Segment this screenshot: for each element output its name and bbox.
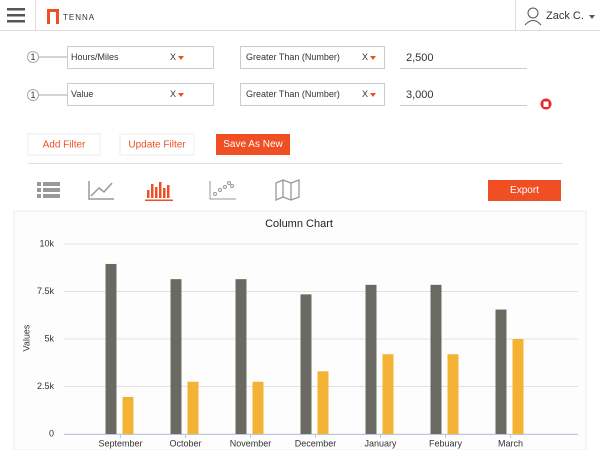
logo-icon bbox=[47, 9, 59, 24]
bar bbox=[122, 396, 134, 434]
button-label: Save As New bbox=[223, 139, 283, 150]
user-icon bbox=[524, 7, 542, 26]
caret[interactable] bbox=[178, 93, 184, 97]
button-label: Export bbox=[510, 185, 539, 196]
y-tick-label: 5k bbox=[44, 333, 54, 343]
field-select[interactable] bbox=[67, 83, 214, 106]
user-caret[interactable] bbox=[589, 15, 595, 19]
x-tick-label: October bbox=[169, 438, 201, 448]
export-button[interactable] bbox=[488, 180, 561, 201]
operator-select[interactable] bbox=[240, 83, 385, 106]
bar bbox=[235, 279, 247, 434]
caret[interactable] bbox=[370, 56, 376, 60]
header-bar bbox=[0, 0, 600, 30]
filter-row: 1 Hours/Miles X Greater Than (Number) X … bbox=[27, 46, 527, 69]
filter-row: 1 Value X Greater Than (Number) X 3,000 bbox=[27, 83, 552, 110]
scatter-view-icon[interactable] bbox=[209, 181, 236, 200]
bar bbox=[382, 354, 394, 434]
chart-title: Column Chart bbox=[265, 218, 333, 230]
filter-index: 1 bbox=[30, 52, 35, 62]
x-tick-label: November bbox=[230, 438, 272, 448]
bar bbox=[170, 279, 182, 434]
y-axis-label: Values bbox=[21, 324, 31, 351]
bar bbox=[317, 371, 329, 434]
map-view-icon[interactable] bbox=[275, 179, 300, 201]
bar bbox=[430, 284, 442, 434]
clear-button[interactable]: X bbox=[362, 52, 368, 62]
delete-button[interactable] bbox=[540, 98, 552, 110]
x-tick-label: Febuary bbox=[429, 438, 463, 448]
y-tick-label: 7.5k bbox=[37, 286, 55, 296]
chart: 0 2.5k 5k 7.5k 10k September October November De… bbox=[37, 238, 578, 448]
y-tick-label: 0 bbox=[49, 428, 54, 438]
logo-text: TENNA bbox=[63, 13, 95, 22]
line-view-icon[interactable] bbox=[88, 181, 114, 200]
filter-index: 1 bbox=[30, 90, 35, 100]
bar bbox=[365, 284, 377, 434]
column-view-icon[interactable] bbox=[145, 182, 173, 201]
x-tick-label: September bbox=[98, 438, 142, 448]
user-name[interactable]: Zack C. bbox=[546, 10, 584, 22]
save-button[interactable] bbox=[216, 134, 290, 155]
table-view-icon[interactable] bbox=[37, 182, 60, 198]
bar bbox=[300, 294, 312, 434]
update-filter-button[interactable] bbox=[119, 133, 195, 156]
add-filter-button[interactable] bbox=[27, 133, 101, 156]
field-text: Value bbox=[71, 89, 93, 99]
bar bbox=[512, 339, 524, 434]
menu-button[interactable] bbox=[7, 8, 25, 23]
operator-text: Greater Than (Number) bbox=[246, 89, 340, 99]
bar bbox=[187, 381, 199, 434]
caret[interactable] bbox=[370, 93, 376, 97]
value-input[interactable]: 2,500 bbox=[406, 52, 434, 64]
bar bbox=[447, 354, 459, 434]
button-label: Update Filter bbox=[128, 140, 186, 151]
value-input[interactable]: 3,000 bbox=[406, 89, 434, 101]
x-tick-label: January bbox=[364, 438, 397, 448]
caret[interactable] bbox=[178, 56, 184, 60]
bar bbox=[495, 309, 507, 434]
y-tick-label: 2.5k bbox=[37, 381, 55, 391]
clear-button[interactable]: X bbox=[170, 52, 176, 62]
x-tick-label: December bbox=[295, 438, 337, 448]
y-tick-label: 10k bbox=[39, 238, 54, 248]
button-label: Add Filter bbox=[43, 140, 86, 151]
bar bbox=[105, 263, 117, 434]
field-text: Hours/Miles bbox=[71, 52, 119, 62]
field-select[interactable] bbox=[67, 46, 214, 69]
operator-select[interactable] bbox=[240, 46, 385, 69]
clear-button[interactable]: X bbox=[170, 89, 176, 99]
bar bbox=[252, 381, 264, 434]
operator-text: Greater Than (Number) bbox=[246, 52, 340, 62]
x-tick-label: March bbox=[498, 438, 523, 448]
clear-button[interactable]: X bbox=[362, 89, 368, 99]
